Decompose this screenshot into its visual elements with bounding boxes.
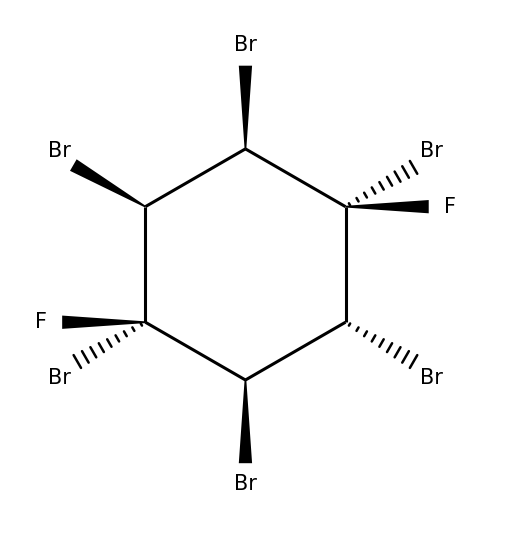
- Text: Br: Br: [234, 474, 257, 494]
- Text: Br: Br: [48, 141, 71, 161]
- Polygon shape: [62, 316, 145, 329]
- Polygon shape: [239, 66, 252, 149]
- Text: Br: Br: [48, 368, 71, 388]
- Text: Br: Br: [234, 35, 257, 55]
- Polygon shape: [345, 200, 429, 213]
- Polygon shape: [239, 380, 252, 463]
- Polygon shape: [70, 160, 146, 208]
- Text: Br: Br: [420, 368, 443, 388]
- Text: F: F: [35, 312, 47, 332]
- Text: F: F: [444, 197, 455, 217]
- Text: Br: Br: [420, 141, 443, 161]
